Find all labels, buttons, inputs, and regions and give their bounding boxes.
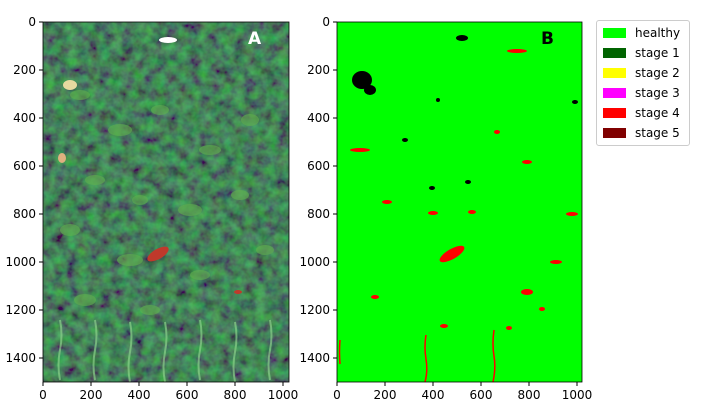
legend-item-stage-4: stage 4 xyxy=(603,105,680,121)
panel-a-frame xyxy=(42,21,290,383)
axis-a-y: 0 200 400 600 800 1000 1200 1400 xyxy=(5,15,43,365)
bottom-ripples xyxy=(57,319,273,382)
tick-label: 1400 xyxy=(5,351,36,365)
legend-label: stage 3 xyxy=(635,86,680,100)
legend: healthy stage 1 stage 2 stage 3 stage 4 … xyxy=(596,20,690,146)
legend-swatch xyxy=(603,108,626,118)
legend-swatch xyxy=(603,48,626,58)
legend-label: stage 4 xyxy=(635,106,680,120)
tick-label: 1000 xyxy=(5,255,36,269)
tick-label: 600 xyxy=(470,388,493,402)
tick-label: 600 xyxy=(307,159,330,173)
tick-label: 0 xyxy=(322,15,330,29)
tick-label: 1200 xyxy=(299,303,330,317)
class-streaks-red xyxy=(338,329,496,382)
tick-label: 800 xyxy=(224,388,247,402)
class-spots-red xyxy=(350,49,578,330)
tick-label: 1200 xyxy=(5,303,36,317)
class-spots-black xyxy=(352,35,578,190)
legend-label: healthy xyxy=(635,26,681,40)
tick-label: 1000 xyxy=(562,388,593,402)
legend-item-stage-5: stage 5 xyxy=(603,125,680,141)
tick-label: 800 xyxy=(13,207,36,221)
panel-b: B xyxy=(336,21,583,383)
legend-swatch xyxy=(603,28,626,38)
tick-label: 400 xyxy=(128,388,151,402)
legend-label: stage 2 xyxy=(635,66,680,80)
tick-label: 1000 xyxy=(268,388,299,402)
tick-label: 400 xyxy=(307,111,330,125)
tick-label: 400 xyxy=(422,388,445,402)
legend-item-stage-1: stage 1 xyxy=(603,45,680,61)
legend-swatch xyxy=(603,128,626,138)
tick-label: 800 xyxy=(307,207,330,221)
tick-label: 200 xyxy=(80,388,103,402)
foliage-highlights xyxy=(60,90,274,315)
legend-label: stage 1 xyxy=(635,46,680,60)
tick-label: 200 xyxy=(374,388,397,402)
classification-map xyxy=(337,22,582,382)
tick-label: 0 xyxy=(28,15,36,29)
panel-b-frame xyxy=(336,21,583,383)
legend-label: stage 5 xyxy=(635,126,680,140)
legend-item-stage-3: stage 3 xyxy=(603,85,680,101)
legend-swatch xyxy=(603,88,626,98)
lesion-spots xyxy=(147,246,242,294)
tick-label: 0 xyxy=(333,388,341,402)
axis-b-x: 0 200 400 600 800 1000 xyxy=(333,382,592,402)
axis-a-x: 0 200 400 600 800 1000 xyxy=(39,382,298,402)
legend-item-stage-2: stage 2 xyxy=(603,65,680,81)
tick-label: 200 xyxy=(13,63,36,77)
tick-label: 0 xyxy=(39,388,47,402)
tick-label: 800 xyxy=(518,388,541,402)
tick-label: 200 xyxy=(307,63,330,77)
panel-b-letter: B xyxy=(541,29,554,49)
panel-a-letter: A xyxy=(248,29,262,49)
tick-label: 600 xyxy=(13,159,36,173)
tick-label: 1000 xyxy=(299,255,330,269)
tick-label: 1400 xyxy=(299,351,330,365)
tick-label: 400 xyxy=(13,111,36,125)
panel-a: A xyxy=(42,21,290,383)
legend-item-healthy: healthy xyxy=(603,25,680,41)
tick-label: 600 xyxy=(176,388,199,402)
axis-b-y: 0 200 400 600 800 1000 1200 1400 xyxy=(299,15,337,365)
bright-spots xyxy=(58,37,177,163)
legend-swatch xyxy=(603,68,626,78)
